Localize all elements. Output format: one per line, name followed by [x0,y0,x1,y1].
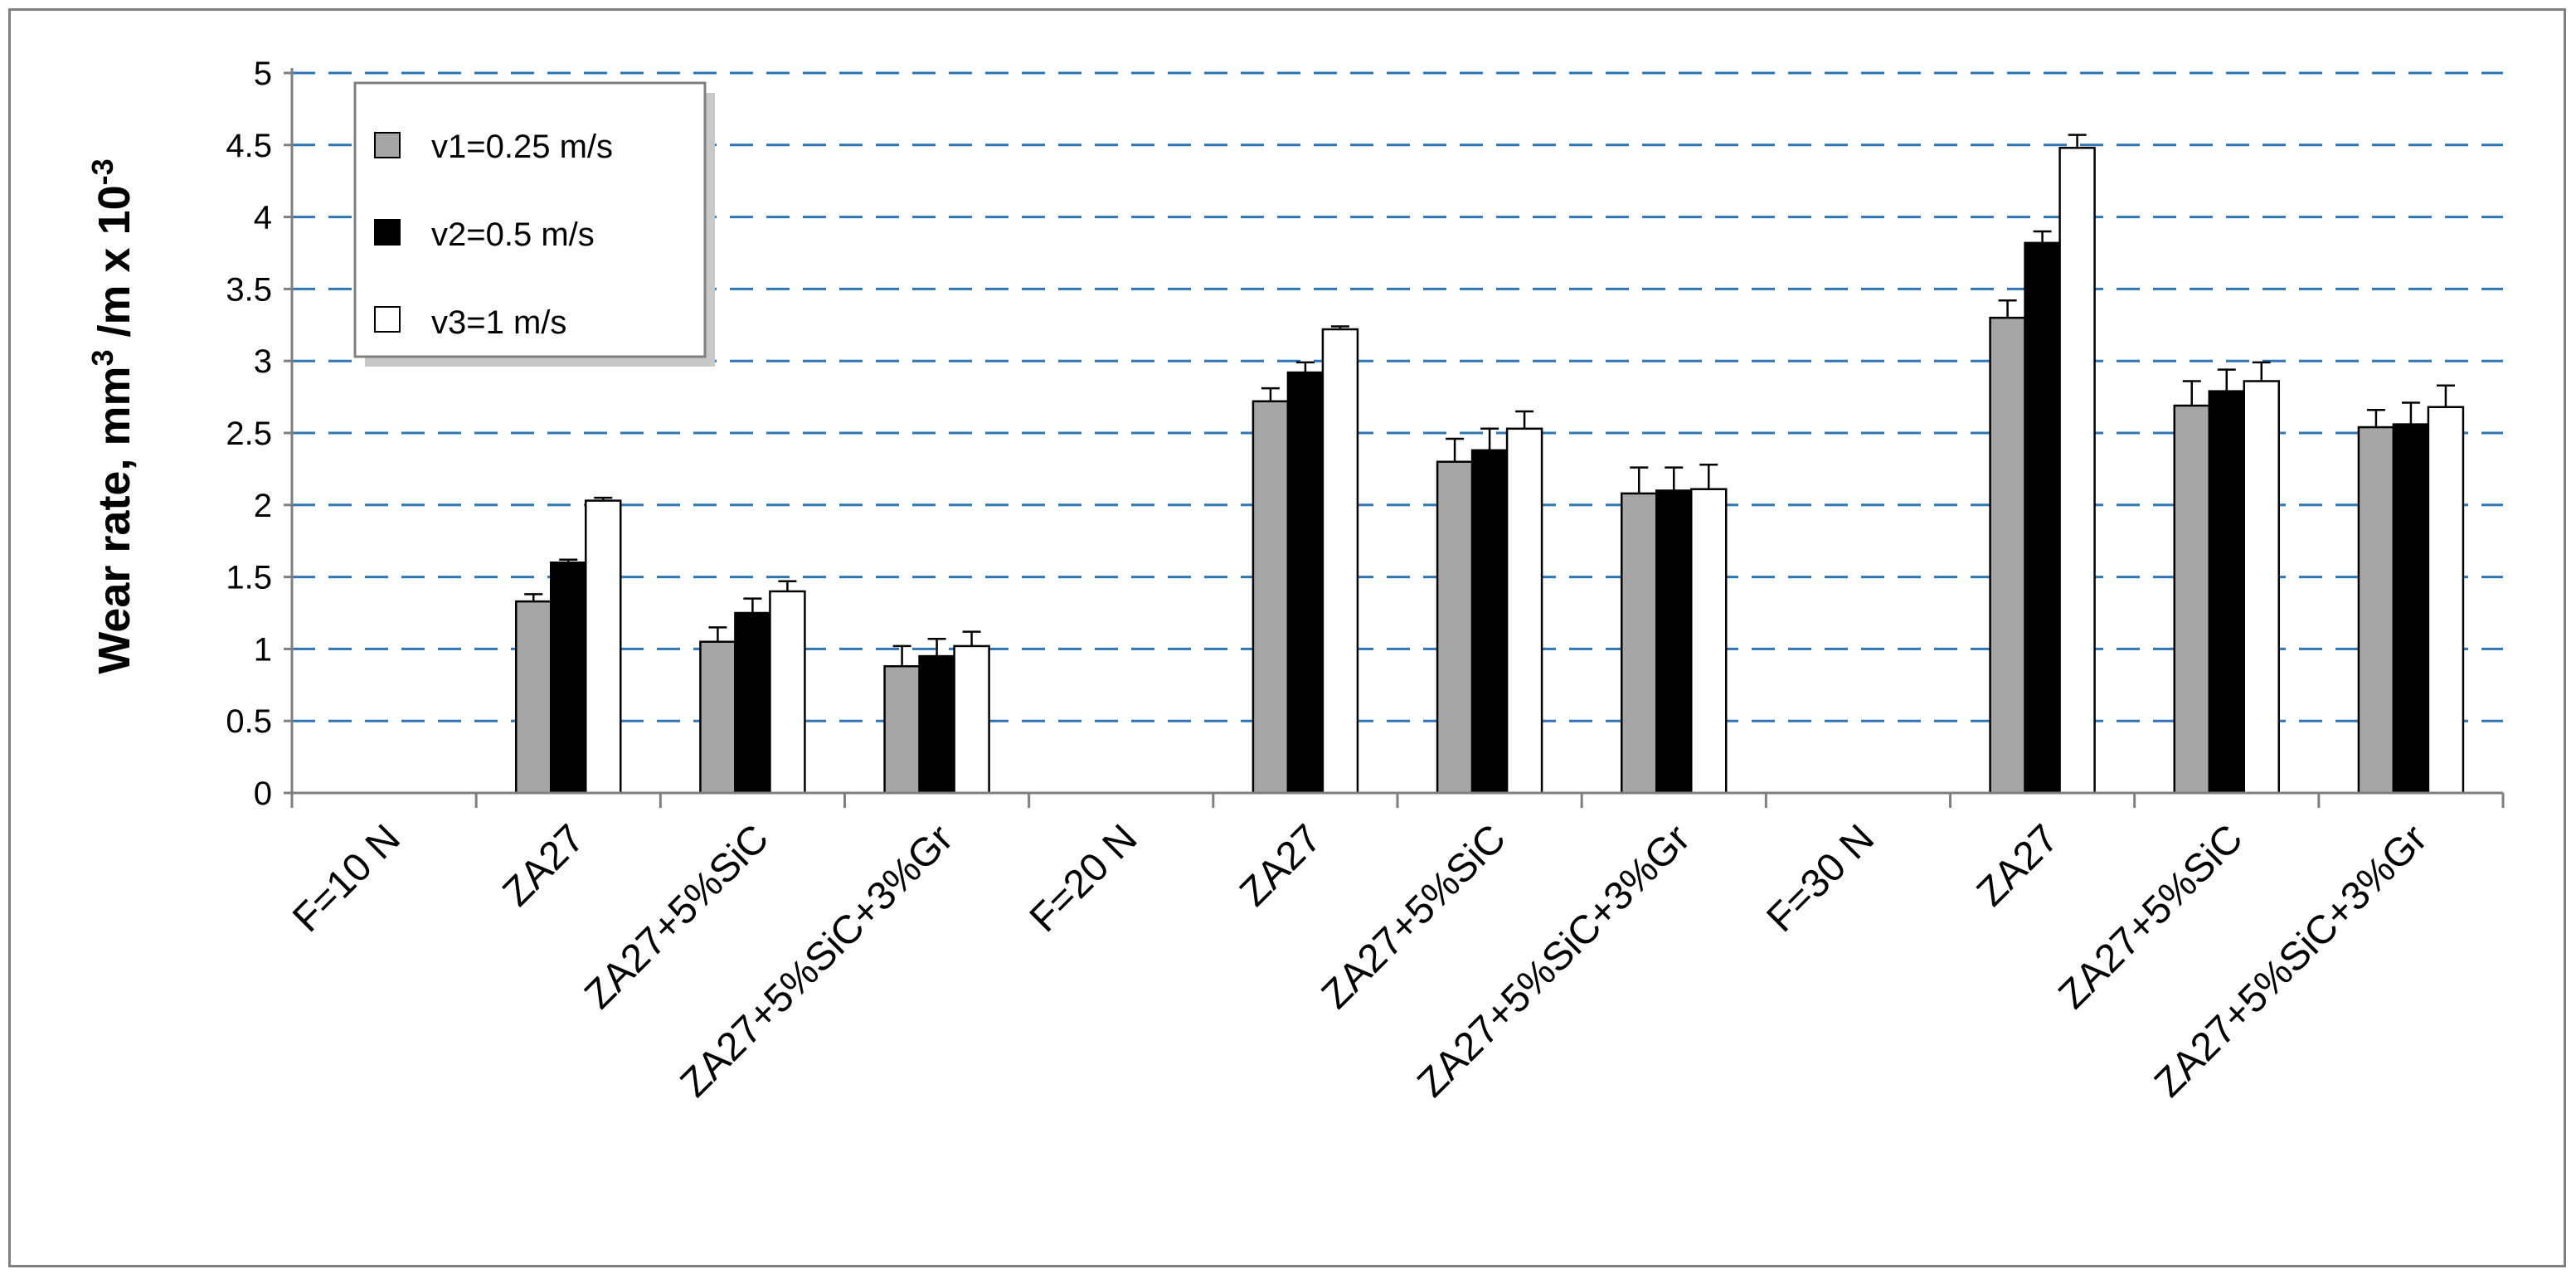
legend: v1=0.25 m/s v2=0.5 m/s v3=1 m/s [353,81,715,367]
bar [953,644,990,795]
bar [2243,380,2280,795]
bar [699,640,736,795]
x-tick-label: ZA27 [1969,816,2068,915]
bar [550,561,587,795]
y-axis-label-prefix: Wear rate, mm [90,367,139,674]
bar [1470,449,1509,795]
x-tick-label: F=30 N [1758,816,1883,941]
bar [1505,427,1543,795]
y-tick-label: 0.5 [226,703,272,740]
bar [1286,371,1324,795]
bar [2024,241,2061,795]
bar [1655,489,1693,795]
y-tick-label: 4.5 [226,128,272,164]
bar [769,590,806,795]
x-tick-label: ZA27 [494,816,593,915]
bar [883,664,921,795]
legend-swatch-v1 [374,132,401,158]
bar [1436,460,1474,795]
x-tick-label: ZA27+5%SiC [576,816,777,1017]
bar [2427,406,2465,795]
bar [1252,400,1290,795]
bar [2058,147,2096,795]
bar [515,600,552,795]
bar [2392,423,2430,795]
y-tick-label: 4 [254,200,272,236]
y-axis-label-sup1: 3 [85,349,119,366]
legend-label-v2: v2=0.5 m/s [431,216,595,253]
x-tick-label: ZA27 [1232,816,1330,915]
y-tick-label: 1 [254,631,272,668]
y-tick-label: 5 [254,56,272,92]
x-tick-label: F=10 N [284,816,409,941]
bar [2173,404,2210,795]
bar [2357,426,2395,795]
y-tick-labels: 0 0.5 1 1.5 2 2.5 3 3.5 4 4.5 5 [226,56,272,812]
y-tick-label: 2 [254,488,272,524]
x-tick-label: F=20 N [1022,816,1146,941]
x-tick-label: ZA27+5%SiC [2050,816,2251,1017]
bar [918,654,955,795]
x-tick-label: ZA27+5%SiC [1314,816,1514,1017]
bar [1321,328,1359,795]
y-tick-label: 2.5 [226,416,272,452]
legend-label-v1: v1=0.25 m/s [431,129,613,165]
y-tick-label: 0 [254,776,272,812]
bar [1621,492,1658,795]
bars [515,134,2465,795]
y-tick-label: 3 [254,343,272,380]
y-axis-label: Wear rate, mm3 /m x 10-3 [85,158,139,674]
bar [2208,390,2245,795]
legend-box [353,81,707,358]
y-tick-label: 3.5 [226,271,272,308]
y-tick-label: 1.5 [226,560,272,596]
y-axis-label-sup2: -3 [85,158,119,185]
bar [585,499,622,795]
y-axis-label-middle: /m x 10 [90,185,139,349]
bar [1690,488,1728,795]
legend-swatch-v3 [374,306,401,333]
bar [1989,316,2026,795]
bar [734,611,771,795]
legend-label-v3: v3=1 m/s [431,304,566,341]
axes [284,68,2505,808]
legend-swatch-v2 [374,219,401,246]
